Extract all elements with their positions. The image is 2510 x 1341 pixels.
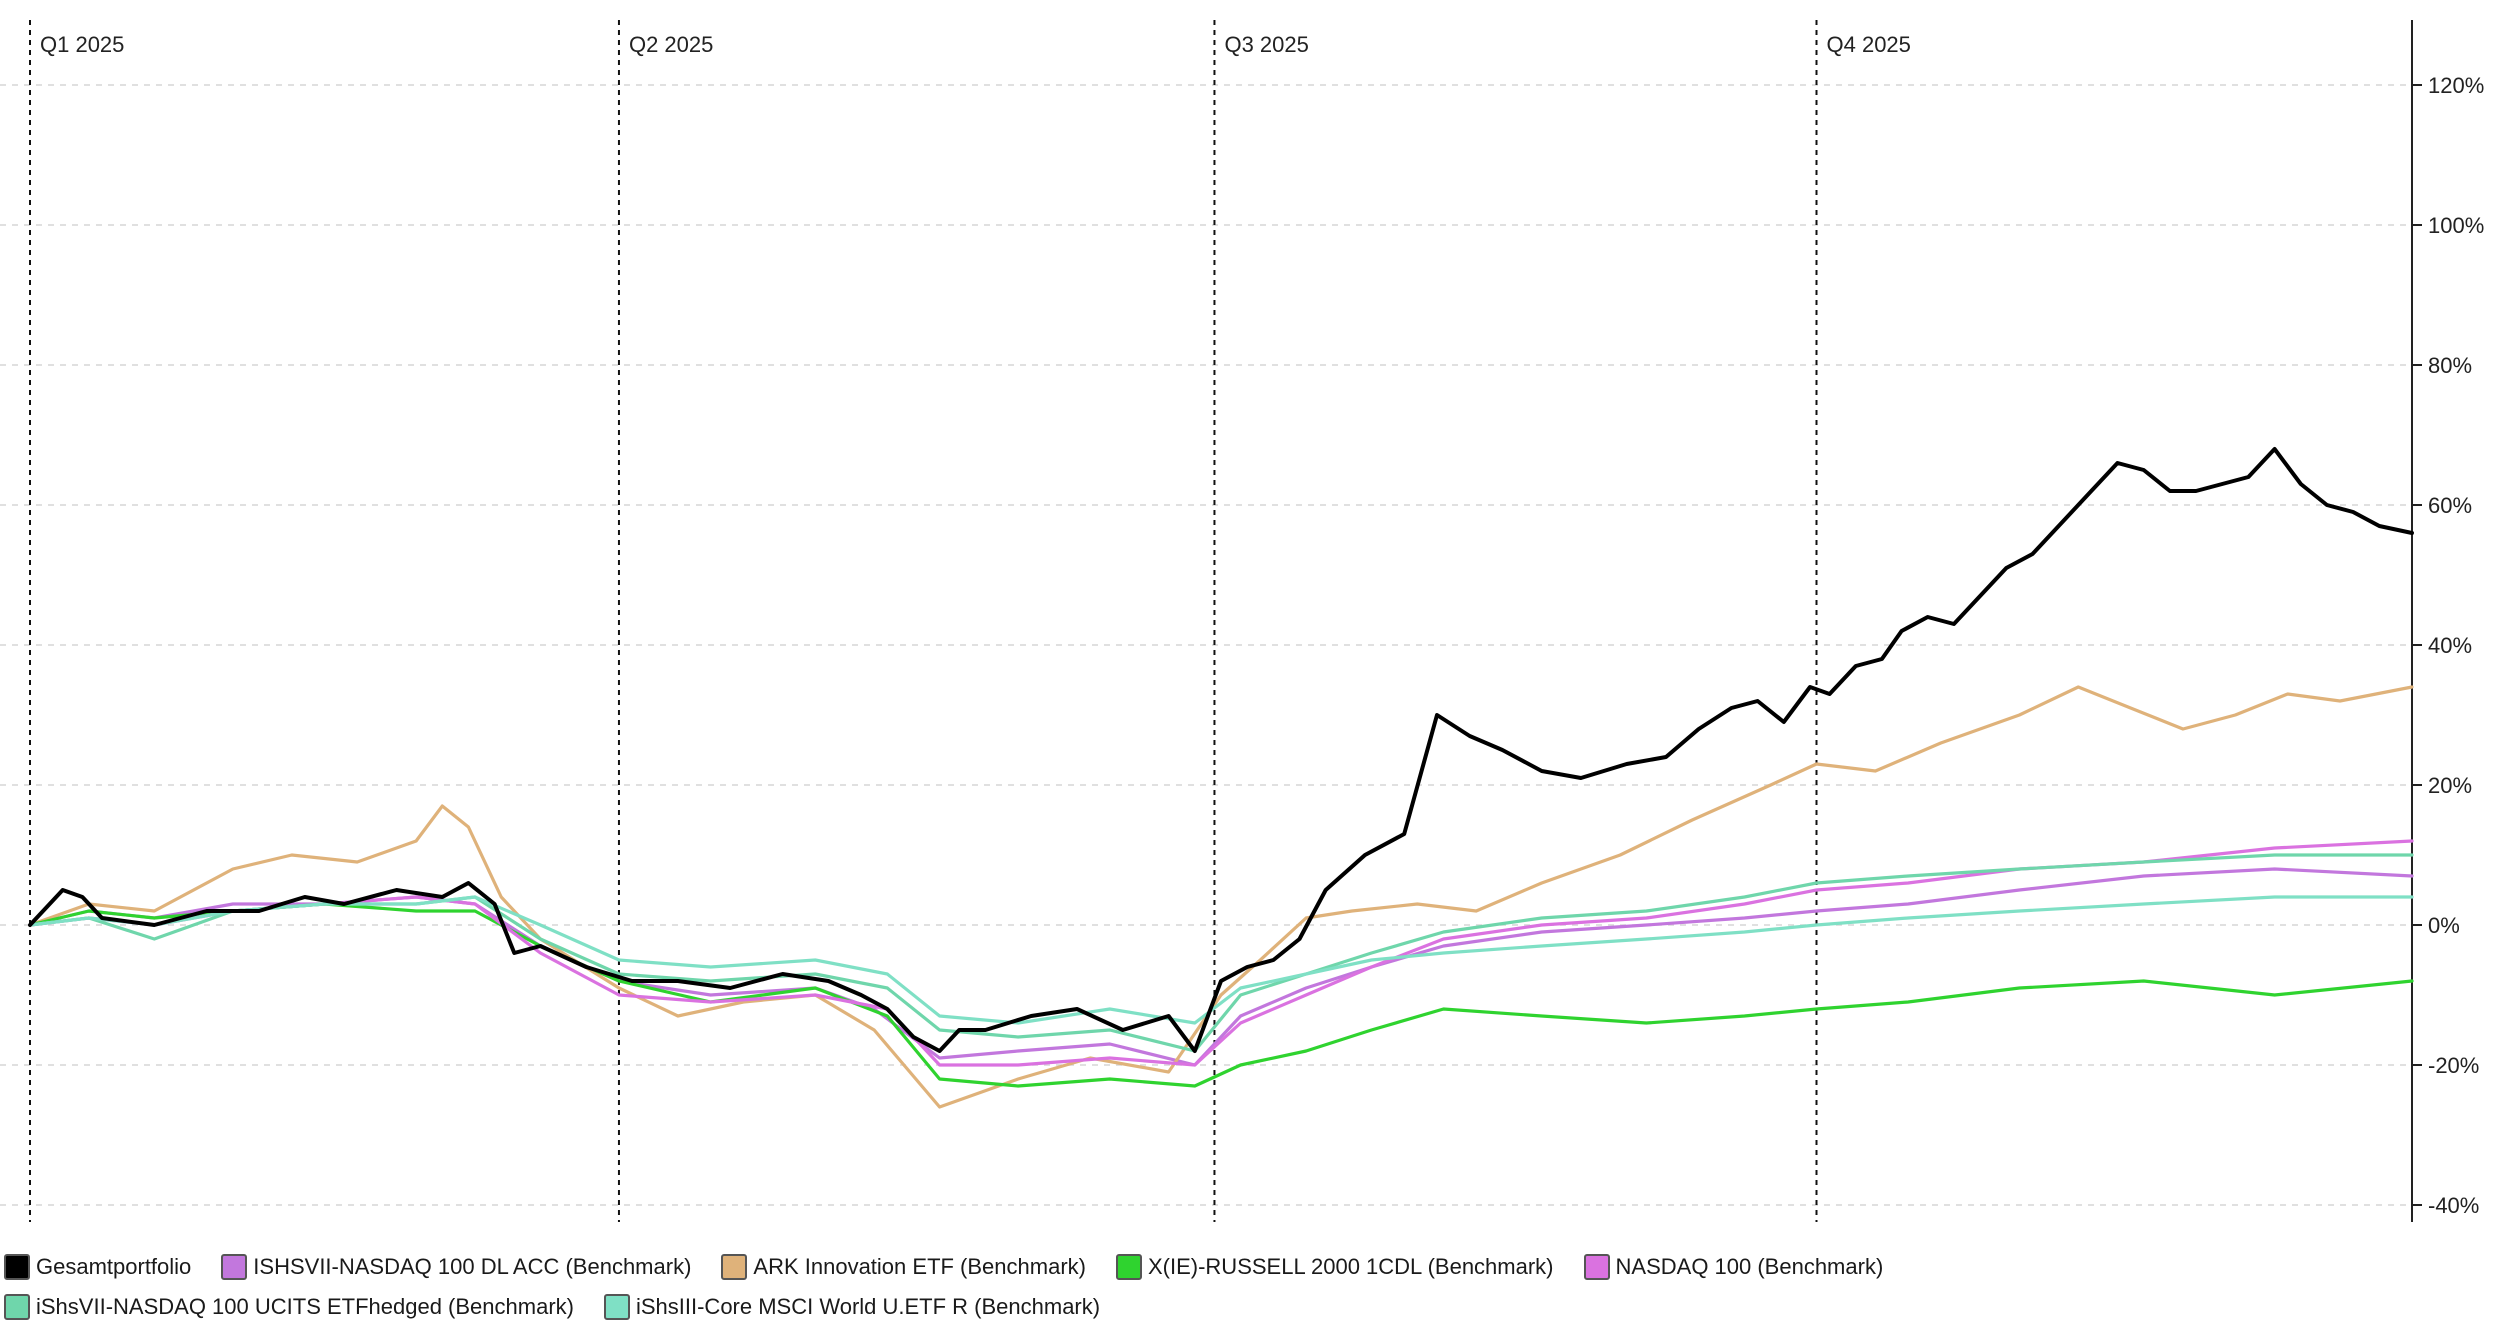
legend-item[interactable]: Gesamtportfolio	[4, 1252, 191, 1282]
legend-swatch	[221, 1254, 248, 1280]
quarter-label: Q1 2025	[40, 32, 124, 57]
series-line-nasdaq-100-benchmark	[28, 839, 2414, 1067]
series-line-ishsvii-nasdaq-100-ucits-etfhedged-benchmark	[28, 853, 2414, 1053]
legend-label: Gesamtportfolio	[36, 1254, 192, 1279]
legend-item[interactable]: NASDAQ 100 (Benchmark)	[1583, 1252, 1884, 1282]
y-tick-label: 20%	[2428, 773, 2472, 798]
legend-swatch	[4, 1294, 30, 1320]
legend-item[interactable]: ISHSVII-NASDAQ 100 DL ACC (Benchmark)	[221, 1252, 691, 1282]
legend-swatch	[603, 1294, 630, 1320]
chart-plot: Q1 2025 Q2 2025 Q3 2025 Q4 2025 -40% -20% 0% 2…	[0, 20, 2484, 1222]
series-line-ishsiii-core-msci-world-u-etf-r-benchmark	[28, 895, 2414, 1025]
series-line-ark-innovation-etf-benchmark	[28, 685, 2414, 1109]
legend-swatch	[1115, 1254, 1142, 1280]
y-tick-label: 60%	[2428, 493, 2472, 518]
y-tick-label: 80%	[2428, 353, 2472, 378]
quarter-label: Q3 2025	[1224, 32, 1308, 57]
legend-label: iShsIII-Core MSCI World U.ETF R (Benchma…	[635, 1294, 1101, 1319]
legend-swatch	[1583, 1254, 1610, 1280]
legend-label: X(IE)-RUSSELL 2000 1CDL (Benchmark)	[1147, 1254, 1554, 1279]
quarter-label: Q2 2025	[629, 32, 713, 57]
legend-item[interactable]: iShsIII-Core MSCI World U.ETF R (Benchma…	[603, 1292, 1101, 1322]
y-axis: -40% -20% 0% 20% 40% 60% 80% 100% 120%	[2411, 20, 2484, 1222]
quarter-label: Q4 2025	[1827, 32, 1911, 57]
y-tick-label: 100%	[2428, 213, 2484, 238]
legend-label: iShsVII-NASDAQ 100 UCITS ETFhedged (Benc…	[36, 1294, 574, 1319]
legend-item[interactable]: ARK Innovation ETF (Benchmark)	[721, 1252, 1086, 1282]
legend-label: NASDAQ 100 (Benchmark)	[1615, 1254, 1884, 1279]
legend-item[interactable]: X(IE)-RUSSELL 2000 1CDL (Benchmark)	[1115, 1252, 1554, 1282]
y-tick-label: -40%	[2428, 1193, 2479, 1218]
grid-lines	[0, 84, 2412, 1206]
legend-label: ARK Innovation ETF (Benchmark)	[753, 1254, 1086, 1279]
y-tick-label: -20%	[2428, 1053, 2479, 1078]
y-tick-label: 120%	[2428, 73, 2484, 98]
series-line-gesamtportfolio	[28, 447, 2414, 1053]
y-tick-label: 40%	[2428, 633, 2472, 658]
legend-label: ISHSVII-NASDAQ 100 DL ACC (Benchmark)	[253, 1254, 692, 1279]
series-line-x-ie-russell-2000-1cdl-benchmark	[28, 902, 2414, 1088]
legend: Gesamtportfolio ISHSVII-NASDAQ 100 DL ACC…	[4, 1252, 2064, 1322]
legend-swatch	[721, 1254, 748, 1280]
quarter-markers: Q1 2025 Q2 2025 Q3 2025 Q4 2025	[29, 20, 1911, 1222]
series-lines	[28, 447, 2414, 1109]
legend-item[interactable]: iShsVII-NASDAQ 100 UCITS ETFhedged (Benc…	[4, 1292, 574, 1322]
legend-swatch	[4, 1254, 30, 1280]
y-tick-label: 0%	[2428, 913, 2460, 938]
